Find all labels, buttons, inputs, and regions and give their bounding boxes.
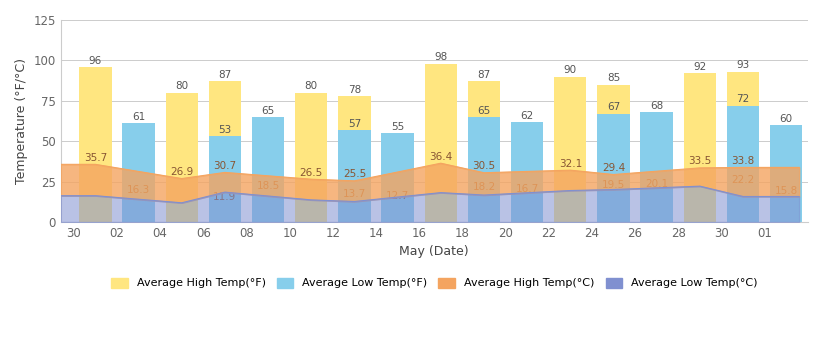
Text: 29.4: 29.4 — [602, 163, 625, 173]
Text: 22.2: 22.2 — [731, 175, 754, 185]
Bar — [727, 72, 759, 222]
Text: 16.3: 16.3 — [127, 185, 150, 195]
Bar — [770, 125, 803, 222]
Bar — [468, 117, 500, 222]
Bar — [684, 73, 716, 222]
Text: 16.7: 16.7 — [515, 184, 539, 194]
Text: 85: 85 — [607, 73, 620, 83]
Bar — [554, 77, 587, 222]
Bar — [727, 106, 759, 222]
Text: 19.5: 19.5 — [602, 180, 625, 190]
Bar — [468, 81, 500, 222]
Text: 32.1: 32.1 — [559, 159, 582, 169]
Bar — [122, 123, 154, 222]
Text: 92: 92 — [693, 62, 706, 72]
Text: 80: 80 — [175, 81, 188, 92]
Bar — [338, 130, 371, 222]
Text: 25.5: 25.5 — [343, 169, 366, 179]
Text: 15.8: 15.8 — [774, 186, 798, 196]
Bar — [641, 112, 673, 222]
Text: 96: 96 — [89, 56, 102, 66]
Bar — [165, 93, 198, 222]
Bar — [598, 114, 630, 222]
Y-axis label: Temperature (°F/°C): Temperature (°F/°C) — [15, 58, 28, 184]
Bar — [295, 93, 327, 222]
Text: 61: 61 — [132, 112, 145, 122]
Text: 87: 87 — [477, 70, 491, 80]
X-axis label: May (Date): May (Date) — [399, 245, 469, 258]
Bar — [338, 96, 371, 222]
Bar — [511, 122, 544, 222]
Bar — [598, 85, 630, 222]
Text: 26.9: 26.9 — [170, 167, 193, 177]
Text: 12.7: 12.7 — [386, 191, 409, 201]
Text: 87: 87 — [218, 70, 232, 80]
Text: 80: 80 — [305, 81, 318, 92]
Text: 18.5: 18.5 — [256, 181, 280, 191]
Text: 26.5: 26.5 — [300, 168, 323, 178]
Text: 98: 98 — [434, 52, 447, 62]
Text: 30.7: 30.7 — [213, 161, 237, 171]
Bar — [382, 133, 414, 222]
Bar — [251, 117, 284, 222]
Bar — [208, 136, 241, 222]
Text: 65: 65 — [477, 106, 491, 116]
Text: 35.7: 35.7 — [84, 153, 107, 163]
Text: 53: 53 — [218, 125, 232, 135]
Text: 62: 62 — [520, 110, 534, 121]
Text: 65: 65 — [261, 106, 275, 116]
Legend: Average High Temp(°F), Average Low Temp(°F), Average High Temp(°C), Average Low : Average High Temp(°F), Average Low Temp(… — [105, 272, 763, 294]
Text: 78: 78 — [348, 85, 361, 95]
Text: 33.5: 33.5 — [688, 156, 711, 166]
Text: 67: 67 — [607, 102, 620, 113]
Text: 30.5: 30.5 — [472, 161, 496, 171]
Bar — [208, 81, 241, 222]
Text: 11.9: 11.9 — [213, 192, 237, 202]
Text: 68: 68 — [650, 101, 663, 111]
Text: 72: 72 — [736, 94, 749, 104]
Text: 93: 93 — [736, 60, 749, 71]
Text: 13.7: 13.7 — [343, 189, 366, 199]
Text: 60: 60 — [779, 114, 793, 124]
Text: 33.8: 33.8 — [731, 156, 754, 166]
Bar — [425, 64, 457, 222]
Bar — [79, 67, 111, 222]
Text: 90: 90 — [564, 65, 577, 75]
Text: 55: 55 — [391, 122, 404, 132]
Text: 36.4: 36.4 — [429, 152, 452, 161]
Text: 18.2: 18.2 — [472, 182, 496, 192]
Text: 20.1: 20.1 — [645, 179, 668, 189]
Text: 57: 57 — [348, 119, 361, 129]
